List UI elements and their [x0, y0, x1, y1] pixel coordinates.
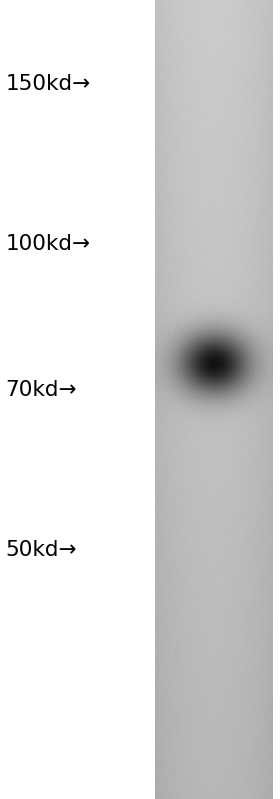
Text: 50kd→: 50kd→ [6, 539, 77, 560]
Text: 100kd→: 100kd→ [6, 233, 91, 254]
Text: 70kd→: 70kd→ [6, 380, 77, 400]
Text: 150kd→: 150kd→ [6, 74, 91, 94]
